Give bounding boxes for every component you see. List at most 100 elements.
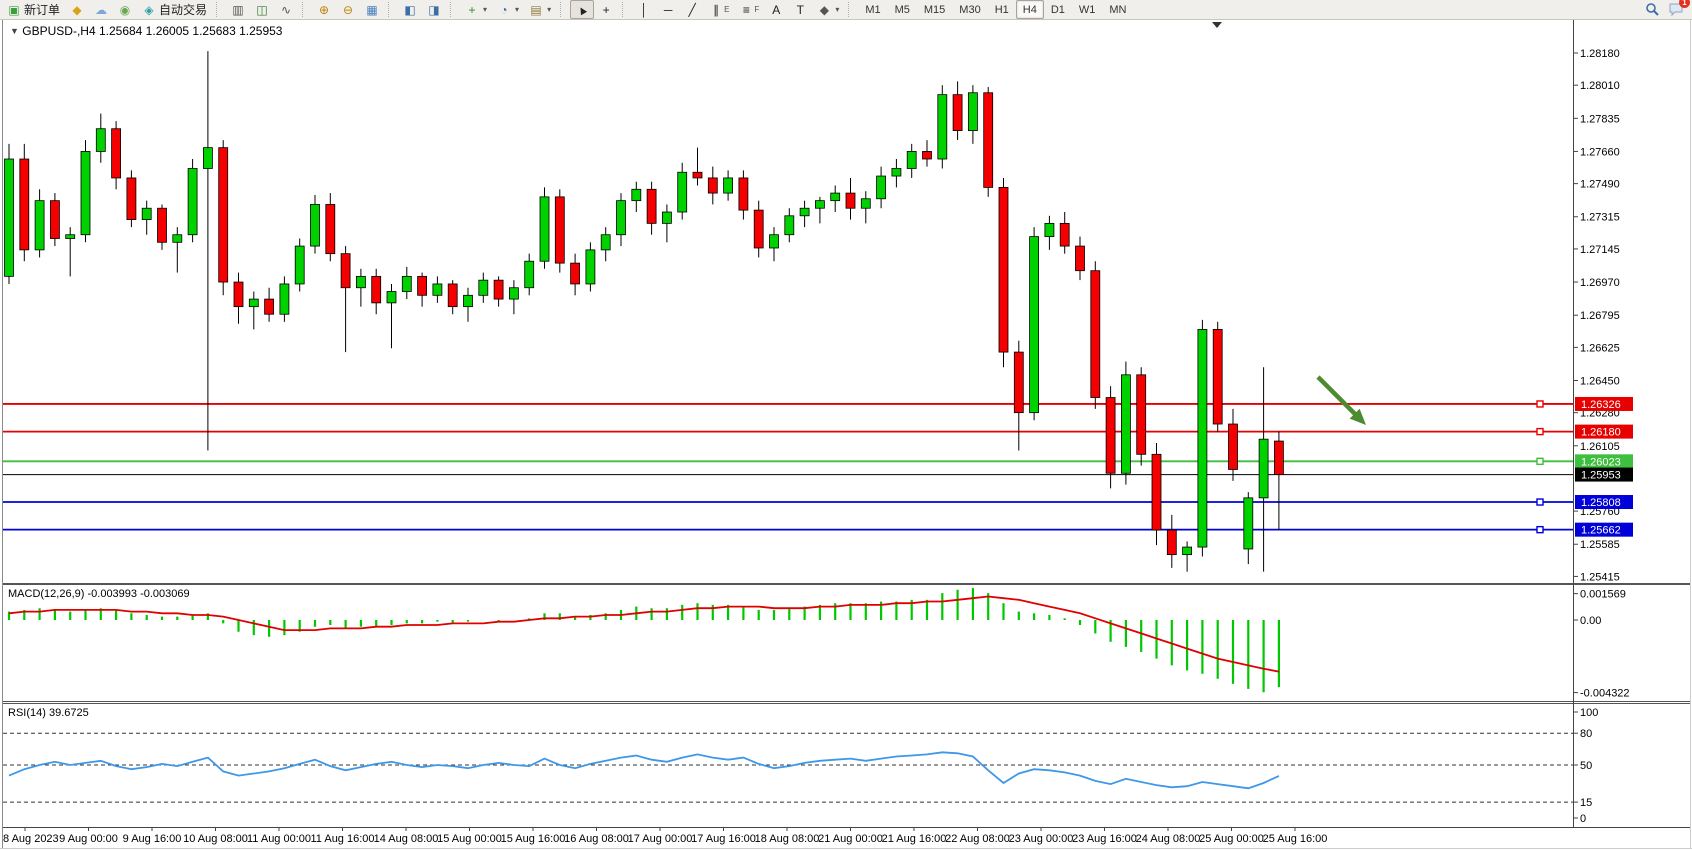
vertical-line-button[interactable]: │ [632, 0, 656, 19]
arrows-tool-button[interactable]: ◆ ▾ [812, 0, 844, 19]
candlestick [325, 204, 336, 255]
arrow-annotation[interactable] [1316, 375, 1358, 417]
zoom-in-button[interactable]: ⊕ [312, 0, 336, 19]
fibonacci-button[interactable]: ≡ F [734, 0, 764, 19]
chart-candles-button[interactable]: ◫ [250, 0, 274, 19]
trendline-button[interactable]: ╱ [680, 0, 704, 19]
price-tick-label: 1.25760 [1580, 506, 1620, 518]
arrows-tool-caret-icon[interactable]: ▾ [835, 5, 840, 14]
candlestick [891, 168, 902, 177]
templates-button[interactable]: ▤ ▾ [524, 0, 556, 19]
chart-shift-marker-icon[interactable] [1212, 22, 1222, 28]
candlestick [172, 234, 183, 243]
main-toolbar: ▣ 新订单 ◆ ☁ ◉ ◈ 自动交易 ▥ ◫ ∿ ⊕ ⊖ ▦ ◧ ◨ + ▾ ◔ ▾ ▤ ▾ ▲ + │ ─ ╱ ∥ E ≡ F A T ◆ ▾ M… [0, 0, 1692, 20]
price-tick-label: 1.26795 [1580, 310, 1620, 322]
candlestick [906, 151, 917, 169]
text-label-button[interactable]: T [788, 0, 812, 19]
arrow-annotation-head[interactable] [1349, 408, 1366, 425]
price-level-badge-label: 1.26326 [1581, 399, 1621, 411]
candlestick [34, 200, 45, 251]
timeframe-h4-button[interactable]: H4 [1015, 0, 1044, 19]
price-level-badge-label: 1.26023 [1581, 456, 1621, 468]
candlestick [493, 279, 504, 300]
candlestick [570, 262, 580, 285]
price-level-badge [1575, 522, 1633, 537]
line-handle[interactable] [1536, 498, 1544, 506]
candlestick [1105, 397, 1116, 474]
text-button[interactable]: A [764, 0, 788, 19]
timeframe-mn-button[interactable]: MN [1109, 3, 1127, 16]
rsi-value: 39.6725 [48, 707, 89, 719]
signals-button[interactable]: ◉ [113, 0, 137, 19]
date-label: 15 Aug 00:00 [437, 833, 502, 845]
tile-windows-button[interactable]: ▦ [360, 0, 384, 19]
candlestick [952, 94, 963, 132]
indicators-button[interactable]: ◧ [398, 0, 422, 19]
line-handle[interactable] [1536, 457, 1544, 466]
cloud-sync-button[interactable]: ☁ [89, 0, 113, 19]
candlestick [417, 275, 428, 296]
candlestick [723, 177, 733, 194]
search-icon[interactable] [1645, 2, 1660, 17]
horizontal-line-icon: ─ [663, 2, 673, 17]
auto-trading-button[interactable]: ◈ 自动交易 [137, 0, 212, 19]
timeframe-d1-button[interactable]: D1 [1050, 3, 1065, 16]
timeframe-m30-button[interactable]: M30 [959, 3, 981, 16]
symbol-dropdown-icon[interactable]: ▼ [10, 26, 19, 36]
timeframe-w1-button[interactable]: W1 [1078, 3, 1096, 16]
chart-line-button[interactable]: ∿ [274, 0, 298, 19]
timeframe-m5-button[interactable]: M5 [894, 3, 910, 16]
candlestick [830, 192, 841, 202]
candlestick [80, 151, 91, 236]
signals-icon: ◉ [119, 2, 131, 17]
candlestick [248, 298, 259, 308]
macd-tick-label: -0.004322 [1580, 688, 1630, 700]
candlestick [677, 171, 688, 213]
candlestick [340, 253, 351, 289]
date-label: 22 Aug 08:00 [945, 833, 1010, 845]
add-chart-button[interactable]: + ▾ [460, 0, 492, 19]
line-handle[interactable] [1536, 400, 1544, 408]
periods-clock-caret-icon[interactable]: ▾ [515, 5, 520, 14]
zoom-out-button[interactable]: ⊖ [336, 0, 360, 19]
cursor-button[interactable]: ▲ [570, 0, 595, 19]
chart-bars-button[interactable]: ▥ [226, 0, 250, 19]
horizontal-line-button[interactable]: ─ [656, 0, 680, 19]
candlestick [937, 94, 948, 160]
candlestick [386, 291, 397, 304]
price-tick-label: 1.27835 [1580, 113, 1620, 125]
macd-label: MACD(12,26,9) -0.003993 -0.003069 [8, 588, 190, 600]
date-label: 21 Aug 16:00 [882, 833, 947, 845]
candlestick [19, 158, 30, 251]
line-handle[interactable] [1536, 427, 1544, 436]
timeframe-m15-button[interactable]: M15 [923, 3, 946, 16]
equidistant-channel-button[interactable]: ∥ E [704, 0, 734, 19]
candlestick [815, 200, 825, 209]
auto-trading-icon: ◈ [144, 2, 154, 17]
add-chart-caret-icon[interactable]: ▾ [483, 5, 488, 14]
new-order-button[interactable]: ▣ 新订单 [2, 0, 65, 19]
rsi-tick-label: 50 [1580, 760, 1592, 772]
candlestick [95, 128, 106, 152]
timeframe-m1-button[interactable]: M1 [865, 3, 881, 16]
line-handle[interactable] [1536, 525, 1544, 534]
crosshair-button[interactable]: + [594, 0, 618, 19]
candlestick [1151, 453, 1162, 531]
indicator-window-button[interactable]: ◨ [422, 0, 446, 19]
fibonacci-sub-label: F [754, 5, 760, 14]
timeframe-h1-button[interactable]: H1 [994, 3, 1009, 16]
chart-ohlc-values: 1.25684 1.26005 1.25683 1.25953 [98, 24, 283, 38]
date-label: 10 Aug 08:00 [183, 833, 248, 845]
candlestick [508, 287, 519, 300]
candlestick [355, 275, 366, 289]
candlestick [463, 294, 473, 308]
chat-button[interactable]: 1 [1668, 0, 1690, 19]
periods-clock-button[interactable]: ◔ ▾ [492, 0, 524, 19]
date-label: 14 Aug 08:00 [374, 833, 439, 845]
templates-caret-icon[interactable]: ▾ [547, 5, 552, 14]
gold-bar-button[interactable]: ◆ [65, 0, 89, 19]
candlestick [738, 177, 749, 211]
candlestick [1059, 222, 1070, 247]
candlestick [692, 171, 703, 179]
add-chart-icon: + [468, 2, 476, 17]
